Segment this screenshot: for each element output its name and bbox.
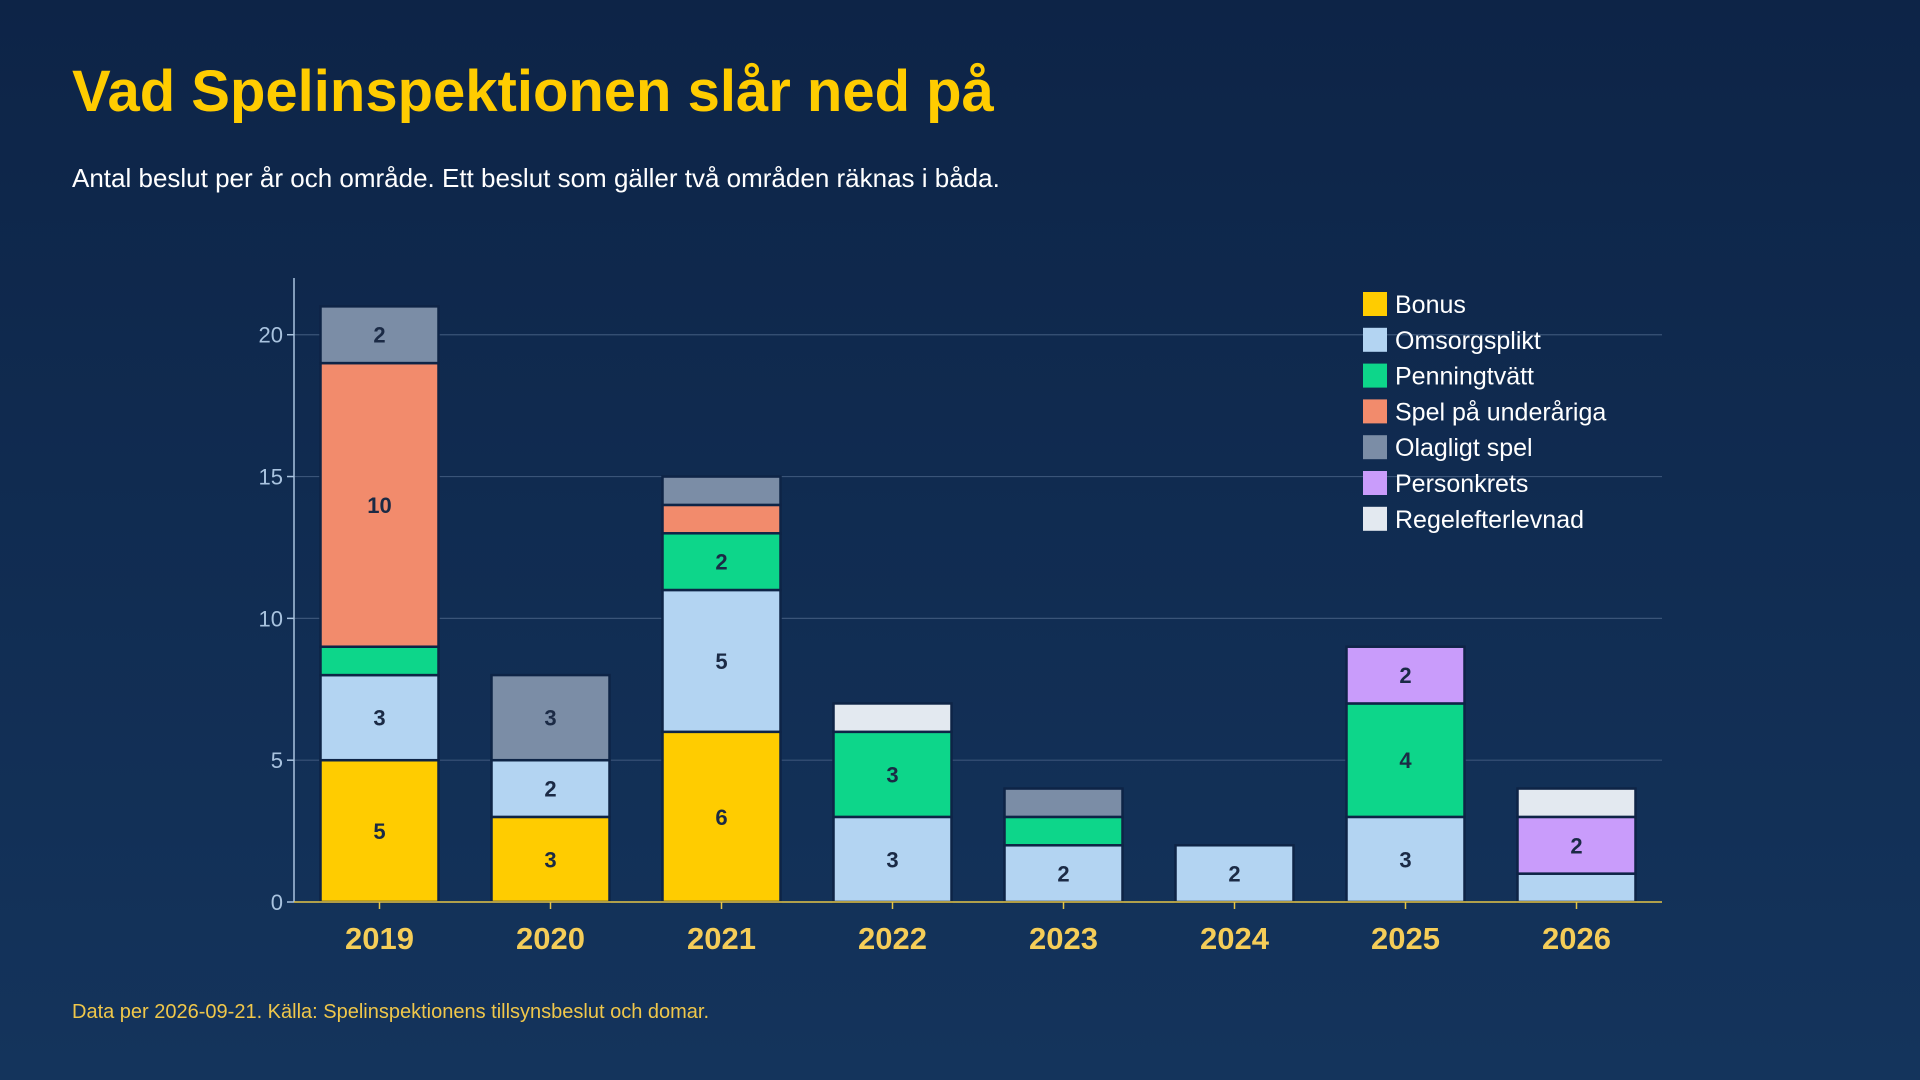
data-label: 2: [1057, 862, 1069, 887]
bar-segment: [1174, 844, 1295, 904]
bar-segment: [1345, 645, 1466, 705]
bar-segment: [661, 730, 782, 904]
data-label: 4: [1399, 748, 1412, 773]
legend-swatch: [1363, 506, 1387, 531]
data-label: 2: [1228, 862, 1240, 887]
data-label: 2: [1570, 833, 1582, 858]
bar-segment: [661, 588, 782, 734]
data-label: 3: [373, 706, 385, 731]
legend-label: Personkrets: [1395, 470, 1528, 498]
chart-subtitle: Antal beslut per år och område. Ett besl…: [72, 163, 1000, 193]
bar-segment: [661, 532, 782, 592]
source-note: Data per 2026-09-21. Källa: Spelinspekti…: [72, 1001, 710, 1023]
data-label: 3: [544, 706, 556, 731]
data-label: 3: [886, 762, 898, 787]
data-label: 2: [544, 777, 556, 802]
legend-label: Penningtvätt: [1395, 363, 1534, 391]
bar-segment: [1003, 787, 1124, 819]
bar-segment: [661, 475, 782, 507]
chart-title: Vad Spelinspektionen slår ned på: [72, 59, 994, 124]
bar-segment: [319, 305, 440, 365]
y-tick-label: 15: [259, 465, 283, 490]
data-label: 2: [1399, 663, 1411, 688]
data-label: 5: [715, 649, 727, 674]
legend-swatch: [1363, 363, 1387, 388]
bar-segment: [490, 815, 611, 904]
legend-swatch: [1363, 399, 1387, 424]
x-tick-label: 2020: [516, 921, 585, 956]
bar-segment: [319, 645, 440, 677]
bars: 5 3 10 2 3 2 3 6 5 2 3 3 2 2 3 4 2 2: [319, 305, 1637, 904]
bar-segment: [490, 758, 611, 819]
legend: Bonus Omsorgsplikt Penningtvätt Spel på und…: [1363, 291, 1606, 534]
x-tick-label: 2022: [858, 921, 927, 956]
data-label: 5: [373, 819, 385, 844]
bar-segment: [1003, 815, 1124, 847]
data-label: 2: [373, 323, 385, 348]
legend-swatch: [1363, 327, 1387, 352]
legend-label: Spel på underåriga: [1395, 398, 1606, 426]
x-tick-label: 2024: [1200, 921, 1270, 956]
data-label: 3: [544, 847, 556, 872]
data-label: 3: [1399, 847, 1411, 872]
legend-label: Regelefterlevnad: [1395, 506, 1584, 534]
legend-swatch: [1363, 435, 1387, 460]
x-tick-label: 2023: [1029, 921, 1098, 956]
bar-segment: [490, 673, 611, 762]
y-tick-label: 5: [271, 748, 283, 773]
data-label: 6: [715, 805, 727, 830]
bar-segment: [661, 503, 782, 535]
legend-label: Olagligt spel: [1395, 434, 1533, 462]
bar-segment: [1516, 787, 1637, 819]
legend-swatch: [1363, 471, 1387, 495]
y-tick-label: 0: [271, 890, 283, 915]
data-label: 2: [715, 550, 727, 575]
y-tick-label: 10: [259, 606, 283, 631]
bar-segment: [832, 730, 953, 819]
bar-segment: [1345, 702, 1466, 819]
bar-segment: [1003, 844, 1124, 904]
x-tick-label: 2026: [1542, 921, 1611, 956]
axes: 0 5 10 15 20 2019 2020 2021 2022 2023 2024 2025 2026: [259, 278, 1662, 956]
x-tick-label: 2019: [345, 921, 414, 956]
y-tick-label: 20: [259, 323, 283, 348]
x-tick-label: 2021: [687, 921, 756, 956]
x-tick-label: 2025: [1371, 921, 1440, 956]
legend-swatch: [1363, 292, 1387, 316]
data-label: 3: [886, 847, 898, 872]
legend-label: Omsorgsplikt: [1395, 327, 1541, 355]
data-label: 10: [367, 493, 391, 518]
bar-segment: [832, 702, 953, 734]
bar-segment: [319, 361, 440, 648]
legend-label: Bonus: [1395, 291, 1466, 319]
bar-segment: [1516, 872, 1637, 904]
